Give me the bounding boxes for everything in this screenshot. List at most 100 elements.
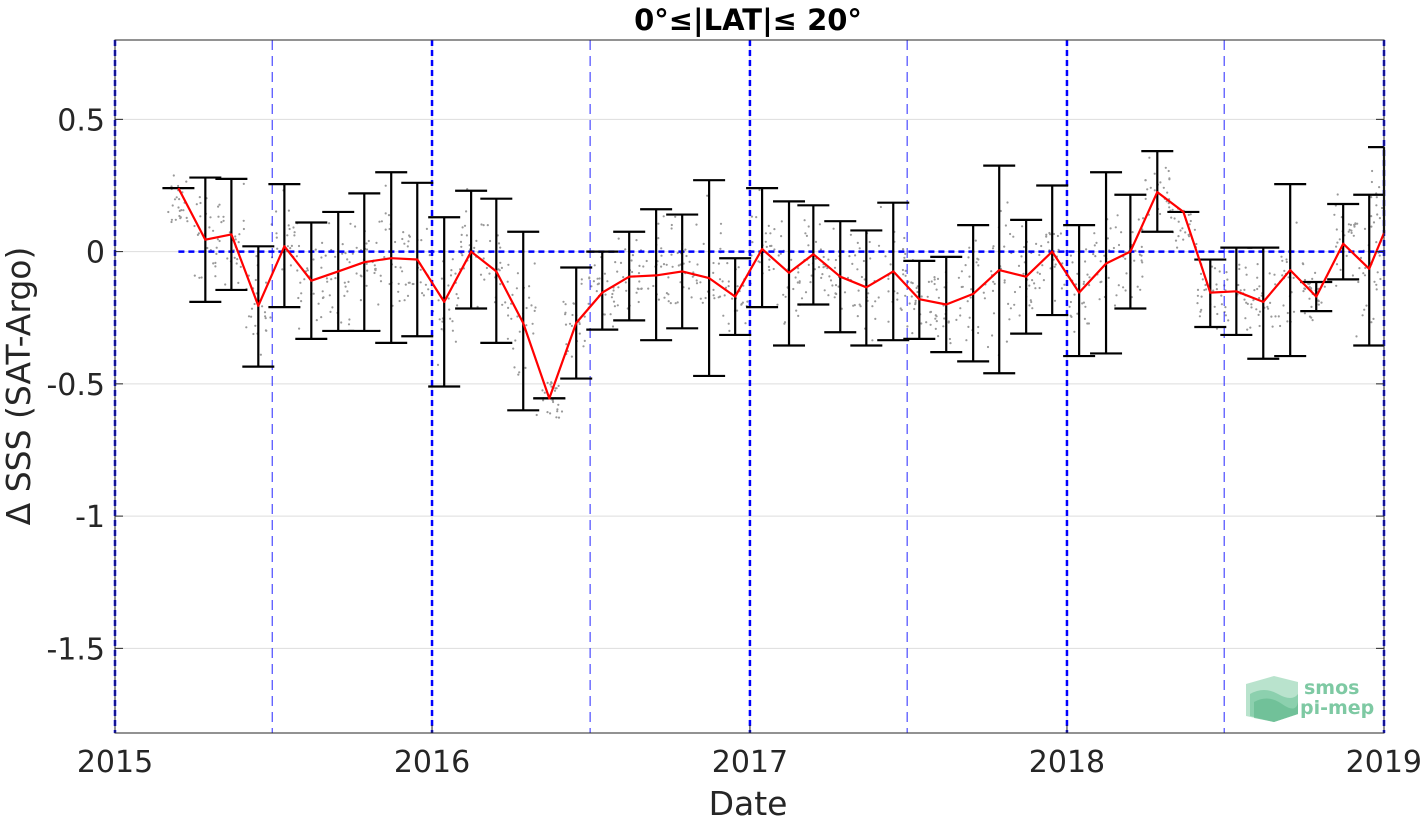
scatter-point	[379, 274, 382, 277]
scatter-point	[977, 258, 980, 261]
scatter-point	[1256, 263, 1259, 266]
scatter-point	[764, 240, 767, 243]
y-tick-label: 0.5	[57, 103, 105, 138]
scatter-point	[1166, 191, 1169, 194]
scatter-point	[721, 280, 724, 283]
scatter-point	[856, 268, 859, 271]
x-axis-label: Date	[709, 784, 788, 819]
scatter-point	[740, 303, 743, 306]
scatter-point	[1303, 312, 1306, 315]
scatter-point	[991, 247, 995, 250]
scatter-point	[611, 325, 615, 328]
scatter-point	[297, 296, 300, 300]
scatter-point	[704, 296, 707, 300]
scatter-point	[695, 223, 698, 226]
smos-pi-mep-logo: smos pi-mep	[1246, 676, 1374, 722]
scatter-point	[920, 322, 923, 325]
scatter-point	[833, 296, 836, 299]
scatter-point	[320, 256, 323, 259]
scatter-point	[290, 244, 293, 247]
scatter-point	[915, 286, 918, 290]
scatter-point	[515, 287, 519, 290]
scatter-point	[193, 224, 196, 228]
scatter-point	[933, 278, 936, 281]
scatter-point	[448, 308, 451, 311]
scatter-point	[1093, 244, 1096, 247]
scatter-point	[862, 259, 866, 263]
scatter-point	[422, 294, 425, 297]
scatter-point	[860, 275, 864, 279]
scatter-point	[1271, 325, 1274, 328]
scatter-point	[977, 331, 980, 335]
scatter-point	[617, 237, 620, 240]
scatter-point	[208, 226, 211, 229]
scatter-point	[1378, 186, 1381, 189]
scatter-point	[501, 303, 504, 306]
scatter-point	[887, 290, 890, 293]
scatter-point	[982, 291, 985, 294]
scatter-point	[942, 325, 945, 328]
scatter-point	[1148, 156, 1151, 159]
scatter-point	[485, 266, 488, 270]
error-bars	[162, 146, 1386, 412]
scatter-point	[993, 282, 996, 285]
scatter-point	[365, 284, 368, 287]
scatter-point	[1009, 232, 1012, 236]
scatter-point	[1292, 276, 1295, 279]
scatter-point	[1018, 285, 1022, 289]
scatter-point	[347, 280, 350, 283]
scatter-point	[587, 302, 590, 305]
scatter-point	[718, 278, 722, 281]
scatter-point	[834, 258, 838, 262]
scatter-point	[269, 316, 272, 319]
scatter-point	[321, 290, 324, 293]
scatter-point	[252, 332, 255, 336]
scatter-point	[200, 276, 203, 279]
y-axis: 0.5 0 -0.5 -1 -1.5	[46, 103, 1384, 667]
scatter-point	[341, 243, 344, 246]
scatter-point	[965, 339, 968, 342]
scatter-point	[1017, 264, 1021, 267]
scatter-point	[1378, 217, 1381, 220]
scatter-point	[1269, 301, 1272, 304]
scatter-point	[334, 277, 337, 280]
scatter-point	[593, 264, 596, 267]
scatter-point	[679, 281, 682, 284]
scatter-point	[507, 306, 510, 309]
scatter-point	[568, 322, 572, 325]
scatter-point	[1069, 300, 1072, 304]
scatter-point	[957, 276, 961, 279]
scatter-point	[1095, 241, 1098, 244]
scatter-point	[1082, 282, 1085, 286]
scatter-point	[578, 322, 581, 326]
scatter-point	[551, 399, 554, 402]
scatter-point	[314, 248, 317, 251]
scatter-point	[637, 300, 640, 304]
scatter-point	[1124, 257, 1127, 260]
scatter-point	[1333, 213, 1336, 216]
scatter-point	[312, 292, 315, 295]
scatter-point	[1003, 281, 1006, 284]
scatter-point	[255, 255, 258, 258]
scatter-point	[822, 255, 825, 259]
scatter-point	[1142, 217, 1145, 220]
scatter-point	[713, 297, 716, 300]
scatter-point	[532, 332, 535, 335]
scatter-point	[1009, 307, 1013, 310]
scatter-point	[355, 272, 358, 275]
scatter-point	[1061, 262, 1064, 265]
scatter-point	[264, 315, 267, 318]
scatter-point	[1006, 201, 1009, 204]
scatter-point	[1053, 265, 1056, 268]
scatter-point	[1122, 286, 1125, 289]
scatter-point	[1028, 304, 1031, 307]
scatter-point	[719, 222, 723, 225]
scatter-point	[1250, 303, 1253, 306]
scatter-point	[854, 254, 857, 257]
scatter-point	[1258, 296, 1261, 300]
scatter-point	[986, 345, 990, 349]
scatter-point	[776, 303, 779, 306]
scatter-point	[1109, 227, 1112, 230]
scatter-point	[782, 293, 785, 296]
scatter-point	[1181, 227, 1184, 230]
